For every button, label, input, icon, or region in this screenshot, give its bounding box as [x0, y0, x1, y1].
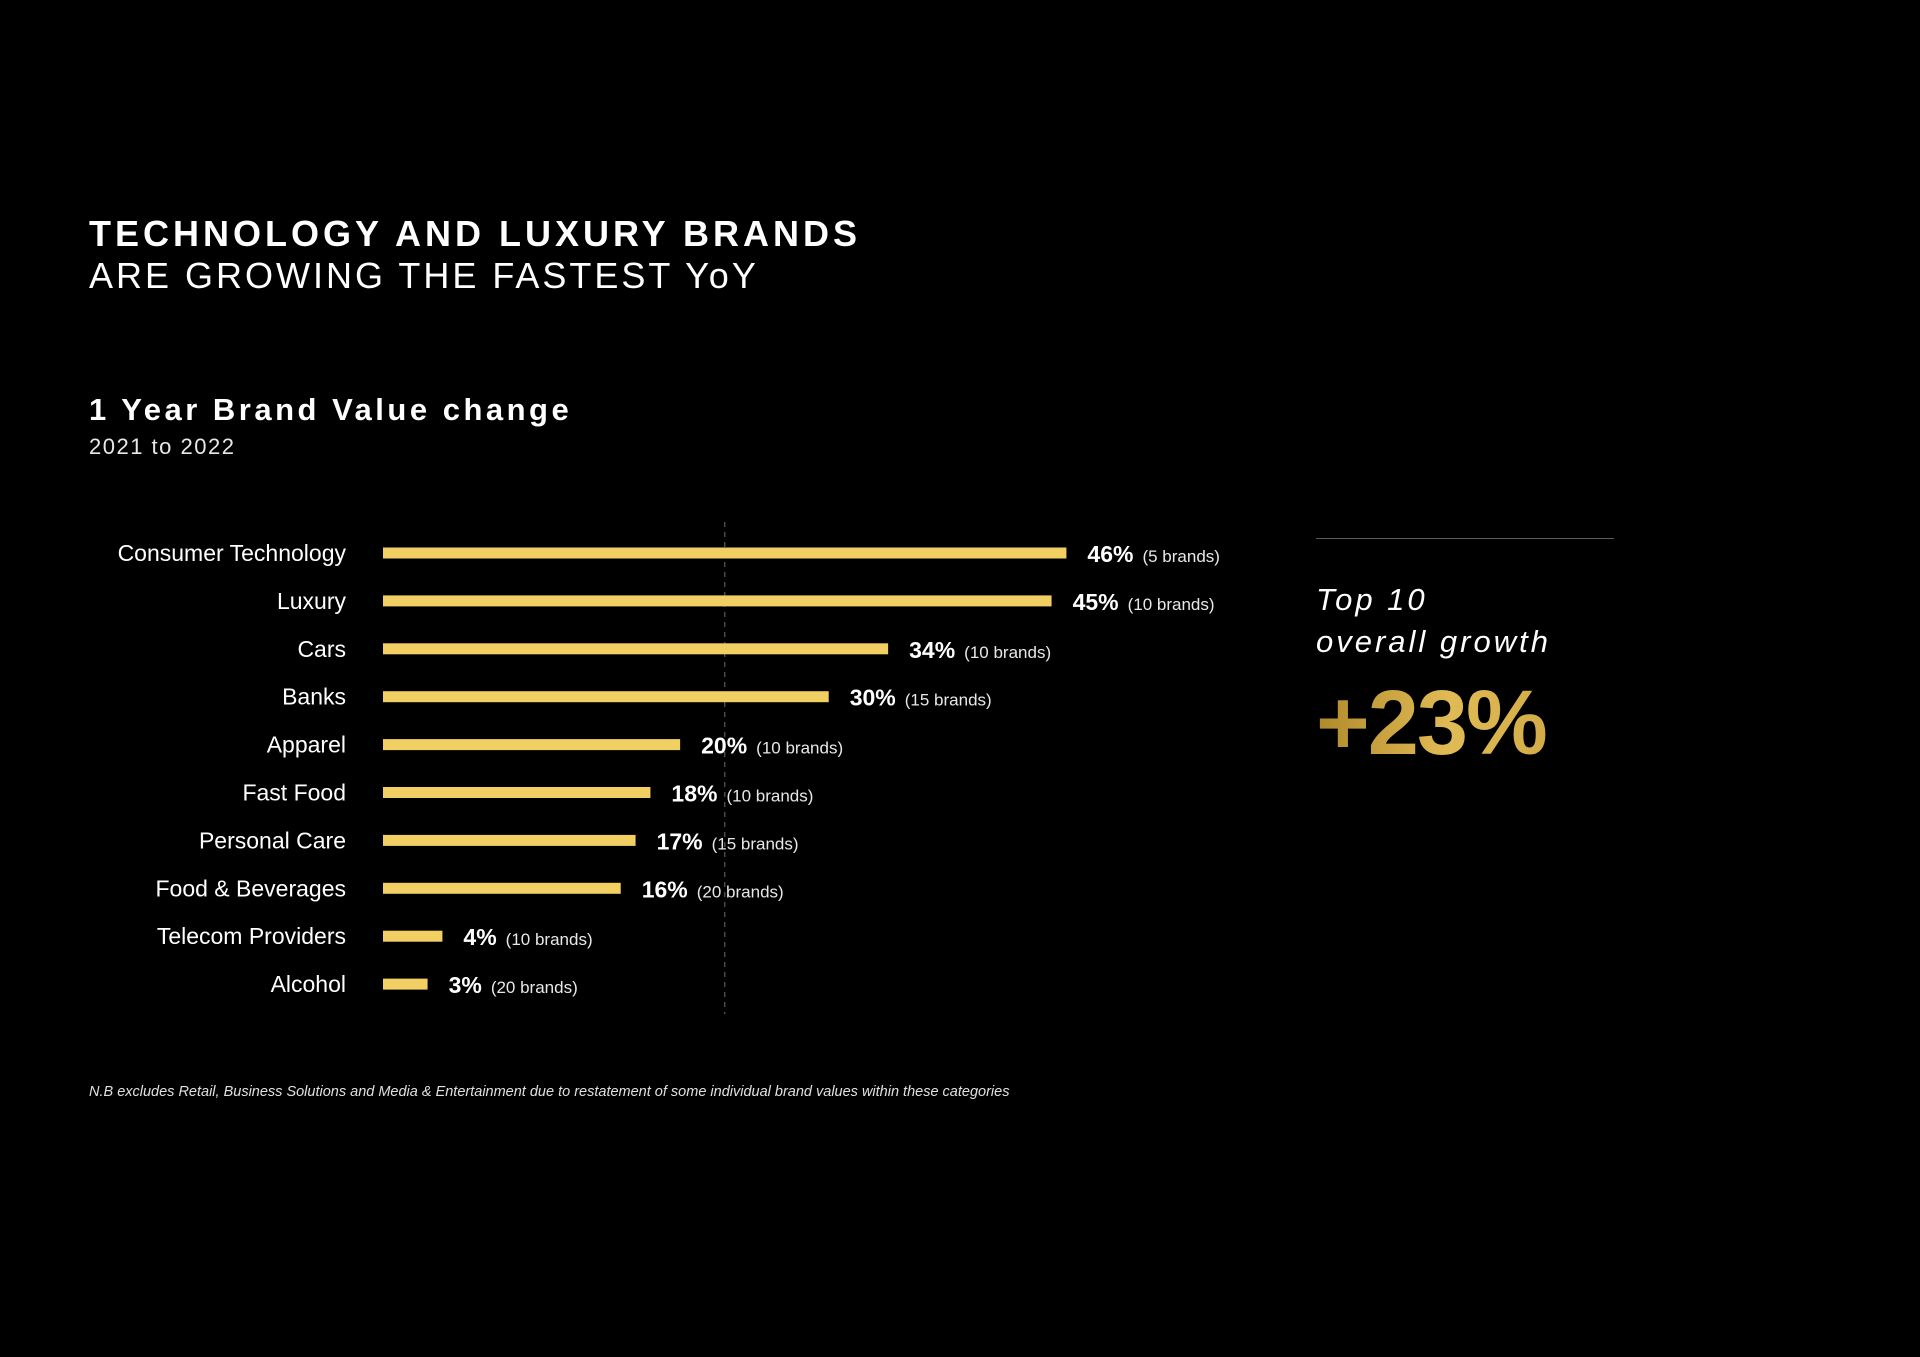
category-label: Fast Food	[242, 780, 346, 806]
value-label: 34%	[909, 637, 955, 663]
brand-count-label: (5 brands)	[1142, 547, 1219, 566]
value-label: 20%	[701, 733, 747, 759]
bar	[383, 739, 681, 751]
brand-count-label: (15 brands)	[905, 691, 992, 710]
value-label: 46%	[1087, 541, 1133, 567]
brand-count-label: (10 brands)	[726, 787, 813, 806]
brand-count-label: (10 brands)	[964, 643, 1051, 662]
bar	[383, 834, 636, 846]
headline: TECHNOLOGY AND LUXURY BRANDS ARE GROWING…	[89, 212, 861, 296]
overall-growth-panel: Top 10 overall growth +23%	[1316, 538, 1614, 773]
overall-growth-label-line-2: overall growth	[1316, 624, 1551, 659]
category-label: Luxury	[277, 588, 347, 614]
overall-growth-label-line-1: Top 10	[1316, 582, 1428, 617]
value-label: 45%	[1073, 589, 1119, 615]
panel-divider	[1316, 538, 1614, 539]
chart-subtitle: 2021 to 2022	[89, 434, 236, 459]
category-label: Alcohol	[271, 971, 346, 997]
category-label: Personal Care	[199, 827, 346, 853]
bar	[383, 691, 829, 703]
category-label: Cars	[297, 636, 346, 662]
brand-count-label: (20 brands)	[491, 978, 578, 997]
value-label: 18%	[671, 781, 717, 807]
brand-count-label: (10 brands)	[756, 739, 843, 758]
bar	[383, 787, 651, 798]
category-label: Food & Beverages	[155, 875, 346, 901]
bar	[383, 643, 889, 655]
value-label: 16%	[642, 876, 688, 902]
overall-growth-label: Top 10 overall growth	[1316, 579, 1614, 663]
bar	[383, 978, 428, 990]
headline-line-2: ARE GROWING THE FASTEST YoY	[89, 255, 759, 296]
chart-title: 1 Year Brand Value change	[89, 392, 573, 427]
category-label: Consumer Technology	[118, 540, 347, 566]
headline-line-1: TECHNOLOGY AND LUXURY BRANDS	[89, 213, 862, 254]
category-label: Telecom Providers	[157, 923, 346, 949]
value-label: 3%	[449, 972, 482, 998]
value-label: 17%	[657, 828, 703, 854]
footnote: N.B excludes Retail, Business Solutions …	[89, 1084, 1010, 1100]
category-label: Apparel	[267, 732, 346, 758]
bar	[383, 547, 1067, 559]
brand-count-label: (20 brands)	[697, 882, 784, 901]
overall-growth-value: +23%	[1316, 673, 1614, 773]
brand-count-label: (10 brands)	[1128, 595, 1215, 614]
brand-count-label: (10 brands)	[506, 930, 593, 949]
bar	[383, 930, 443, 942]
category-label: Banks	[282, 684, 346, 710]
bar	[383, 882, 621, 894]
value-label: 30%	[850, 685, 896, 711]
value-label: 4%	[463, 924, 496, 950]
bar	[383, 595, 1052, 607]
brand-count-label: (15 brands)	[712, 834, 799, 853]
